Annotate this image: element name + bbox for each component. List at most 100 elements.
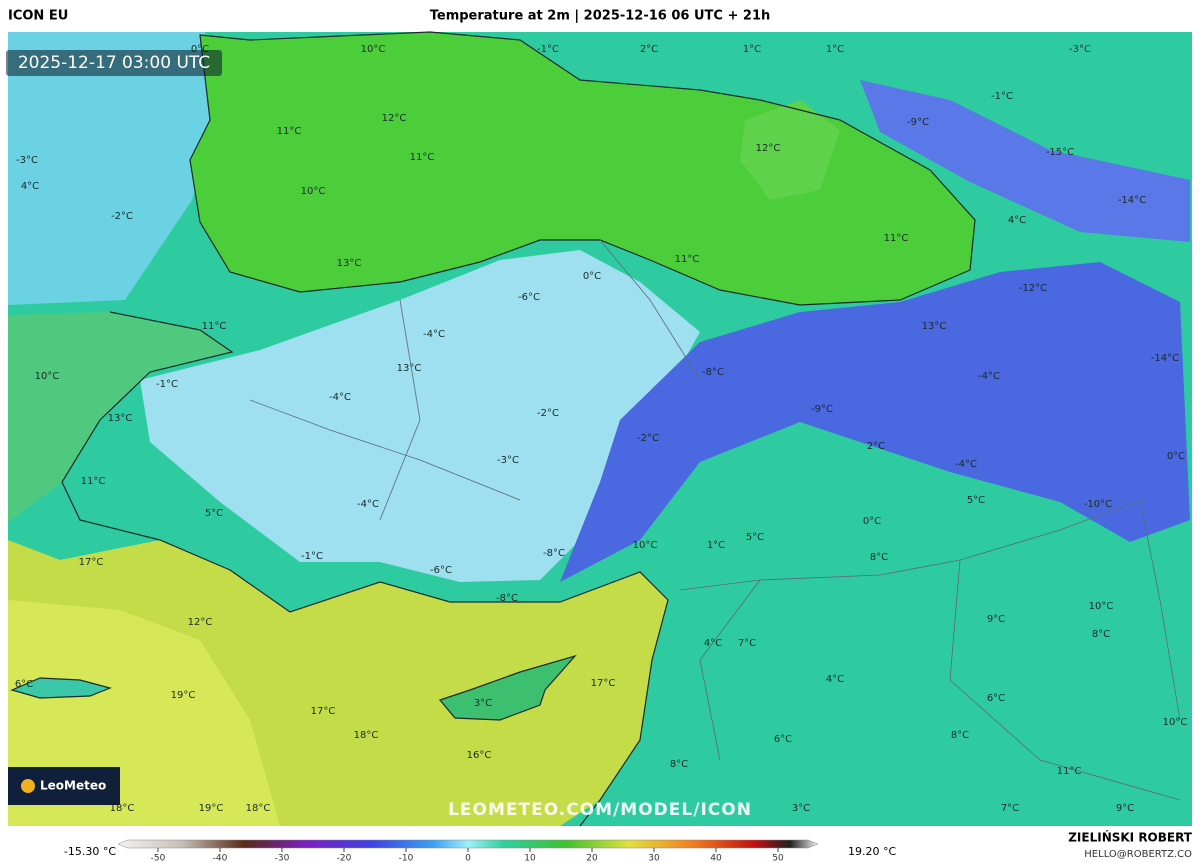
watermark: LEOMETEO.COM/MODEL/ICON [448, 800, 752, 820]
temperature-label: 11°C [81, 476, 106, 487]
temperature-label: 13°C [108, 413, 133, 424]
map-title: Temperature at 2m | 2025-12-16 06 UTC + … [430, 9, 771, 24]
temperature-label: 1°C [743, 44, 761, 55]
temperature-label: 4°C [704, 638, 722, 649]
temperature-label: 3°C [792, 803, 810, 814]
temperature-label: 8°C [1092, 629, 1110, 640]
temperature-label: 4°C [1008, 215, 1026, 226]
temperature-label: -3°C [1069, 44, 1091, 55]
temperature-label: 5°C [967, 495, 985, 506]
temperature-label: 13°C [397, 363, 422, 374]
temperature-label: 11°C [277, 126, 302, 137]
temperature-label: 2°C [640, 44, 658, 55]
temperature-label: -3°C [16, 155, 38, 166]
temperature-label: 19°C [171, 690, 196, 701]
temperature-label: 5°C [746, 532, 764, 543]
temperature-label: 2°C [867, 441, 885, 452]
logo: LeoMeteo [40, 779, 106, 793]
tick-label: -50 [151, 854, 166, 863]
temperature-label: 10°C [35, 371, 60, 382]
temperature-label: -2°C [537, 408, 559, 419]
tick-label: 50 [772, 854, 784, 863]
temperature-label: 1°C [707, 540, 725, 551]
credit-email: HELLO@ROBERTZ.CO [1084, 849, 1192, 860]
tick-label: -40 [213, 854, 228, 863]
timestamp: 2025-12-17 03:00 UTC [18, 53, 210, 73]
tick-label: 40 [710, 854, 722, 863]
credit-author: ZIELIŃSKI ROBERT [1068, 830, 1193, 845]
model-name: ICON EU [8, 9, 68, 24]
temperature-label: -4°C [423, 329, 445, 340]
temperature-label: -4°C [955, 459, 977, 470]
temperature-label: -6°C [518, 292, 540, 303]
temperature-label: -6°C [430, 565, 452, 576]
map [8, 31, 1192, 827]
temperature-label: -1°C [537, 44, 559, 55]
temperature-label: -15°C [1046, 147, 1074, 158]
temperature-label: -14°C [1118, 195, 1146, 206]
temperature-label: 18°C [110, 803, 135, 814]
tick-label: 10 [524, 854, 536, 863]
temperature-label: -4°C [357, 499, 379, 510]
tick-label: 30 [648, 854, 660, 863]
color-bar [117, 839, 819, 849]
temperature-label: 0°C [1167, 451, 1185, 462]
temperature-label: 9°C [987, 614, 1005, 625]
tick-label: 20 [586, 854, 598, 863]
temperature-label: -3°C [497, 455, 519, 466]
temperature-label: 8°C [870, 552, 888, 563]
temperature-label: 10°C [1163, 717, 1188, 728]
timestamp-box [6, 50, 222, 76]
temperature-label: 8°C [670, 759, 688, 770]
temperature-label: 0°C [583, 271, 601, 282]
temperature-label: 17°C [311, 706, 336, 717]
temperature-label: 18°C [246, 803, 271, 814]
temperature-label: -14°C [1151, 353, 1179, 364]
temperature-label: -10°C [1084, 499, 1112, 510]
temperature-label: -8°C [496, 593, 518, 604]
temperature-label: 6°C [774, 734, 792, 745]
temperature-label: -2°C [111, 211, 133, 222]
temperature-label: 6°C [987, 693, 1005, 704]
temperature-label: 10°C [1089, 601, 1114, 612]
tick-label: 0 [465, 854, 471, 863]
temperature-label: -4°C [978, 371, 1000, 382]
temperature-label: 0°C [191, 44, 209, 55]
temperature-label: -8°C [702, 367, 724, 378]
map-labels: 10°C -1°C 2°C 1°C 1°C -3°C 0°C 11°C 12°C 11°C 10°C… [15, 44, 1188, 814]
tick-label: -20 [337, 854, 352, 863]
temperature-label: 8°C [951, 730, 969, 741]
tick-label: -10 [399, 854, 414, 863]
temperature-label: 9°C [1116, 803, 1134, 814]
tick-label: -30 [275, 854, 290, 863]
temperature-label: -1°C [991, 91, 1013, 102]
temperature-label: 3°C [474, 698, 492, 709]
temperature-label: 16°C [467, 750, 492, 761]
temperature-label: -9°C [907, 117, 929, 128]
temperature-label: -12°C [1019, 283, 1047, 294]
temperature-label: 12°C [188, 617, 213, 628]
temperature-label: 12°C [756, 143, 781, 154]
temperature-label: 1°C [826, 44, 844, 55]
temperature-label: -9°C [811, 404, 833, 415]
temperature-label: 18°C [354, 730, 379, 741]
temperature-label: 11°C [202, 321, 227, 332]
temperature-label: 11°C [1057, 766, 1082, 777]
temperature-label: 6°C [15, 679, 33, 690]
temperature-label: -8°C [543, 548, 565, 559]
temperature-label: 11°C [410, 152, 435, 163]
temperature-label: 17°C [591, 678, 616, 689]
temperature-label: 17°C [79, 557, 104, 568]
temperature-label: 10°C [301, 186, 326, 197]
temperature-label: 13°C [337, 258, 362, 269]
temperature-label: 11°C [675, 254, 700, 265]
temperature-label: 4°C [826, 674, 844, 685]
legend-max: 19.20 °C [848, 845, 896, 858]
temperature-label: -2°C [637, 433, 659, 444]
temperature-label: 7°C [1001, 803, 1019, 814]
temperature-label: 12°C [382, 113, 407, 124]
temperature-label: 13°C [922, 321, 947, 332]
temperature-label: 10°C [361, 44, 386, 55]
logo-icon [21, 779, 35, 793]
